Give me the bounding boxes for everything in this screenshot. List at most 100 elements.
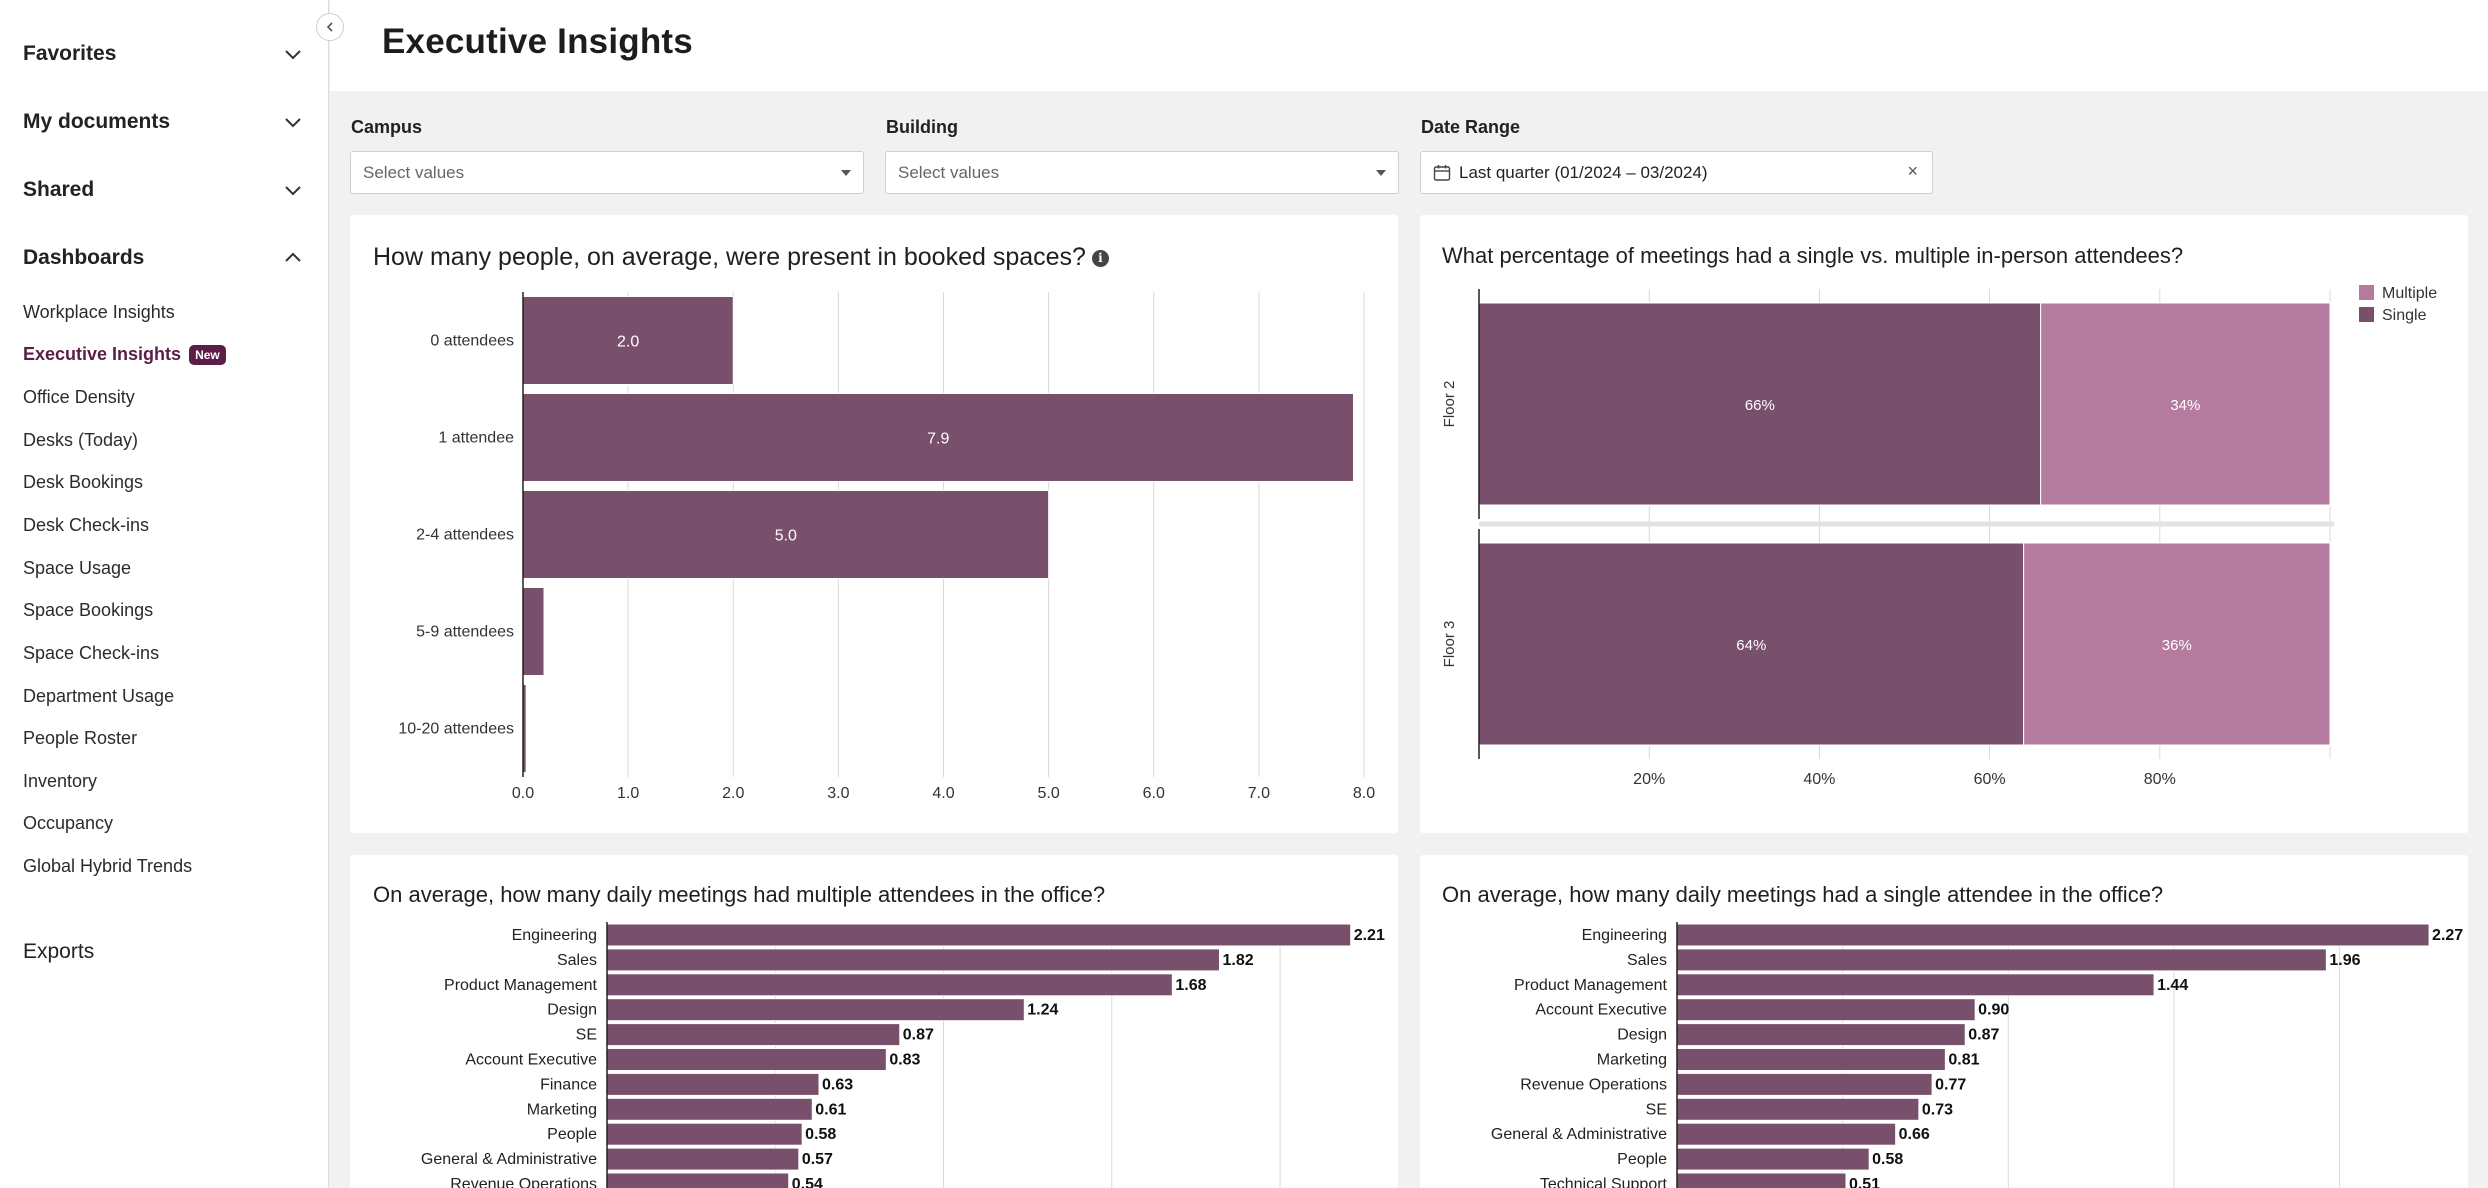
- bar-people: [1676, 1147, 1870, 1171]
- bar-floor-2-single: [1478, 302, 2042, 506]
- category-label: People: [547, 1126, 597, 1143]
- info-icon[interactable]: i: [1091, 249, 1109, 267]
- bar-value-label: 1.82: [1222, 952, 1253, 969]
- collapse-sidebar-button[interactable]: [316, 13, 344, 41]
- sidebar-item-office-density[interactable]: Office Density: [23, 387, 135, 408]
- sidebar-item-occupancy[interactable]: Occupancy: [23, 813, 113, 834]
- x-tick-label: 40%: [1803, 771, 1835, 788]
- sidebar-item-label: Space Bookings: [23, 600, 154, 620]
- sidebar-section-dashboards[interactable]: Dashboards: [23, 246, 303, 270]
- single-vs-multiple-stacked-chart: 20% 40% 60% 80% 66% 34% Floor 2 64% 36% Floor 3 Mu…: [1441, 285, 2437, 788]
- clear-icon[interactable]: ×: [1907, 161, 1918, 181]
- x-tick-label: 1.0: [617, 785, 639, 802]
- bar-value-label: 0.54: [792, 1176, 823, 1188]
- bar-people: [606, 1122, 803, 1146]
- section-label: Dashboards: [23, 246, 145, 269]
- bar-account-executive: [1676, 998, 1976, 1022]
- sidebar-item-global-hybrid-trends[interactable]: Global Hybrid Trends: [23, 856, 192, 877]
- sidebar-item-label: Desk Bookings: [23, 472, 144, 492]
- campus-select[interactable]: Select values: [350, 151, 864, 194]
- bar-floor-3-single: [1478, 542, 2025, 746]
- sidebar-item-label: People Roster: [23, 728, 138, 748]
- x-tick-label: 0.0: [512, 785, 534, 802]
- sidebar: Favorites My documents Shared Dashboards…: [0, 0, 329, 1188]
- multi-attendee-meetings-title: On average, how many daily meetings had …: [373, 882, 1106, 907]
- sidebar-item-desk-bookings[interactable]: Desk Bookings: [23, 472, 143, 493]
- bar-revenue-operations: [606, 1172, 790, 1188]
- date-range-picker[interactable]: Last quarter (01/2024 – 03/2024) ×: [1420, 151, 1933, 194]
- bar-value-label: 2.0: [617, 334, 639, 351]
- bar-value-label: 0.90: [1978, 1002, 2009, 1019]
- bar-value-label: 36%: [2162, 637, 2192, 654]
- bar-5-9-attendees: [522, 587, 545, 676]
- single-attendee-meetings-title: On average, how many daily meetings had …: [1442, 882, 2164, 907]
- date-range-filter-label: Date Range: [1421, 117, 1521, 137]
- category-label: General & Administrative: [421, 1151, 597, 1168]
- chevron-down-icon: [285, 186, 301, 196]
- bar-value-label: 0.73: [1922, 1101, 1953, 1118]
- bar-value-label: 0.83: [889, 1052, 920, 1069]
- sidebar-item-people-roster[interactable]: People Roster: [23, 728, 137, 749]
- sidebar-item-space-bookings[interactable]: Space Bookings: [23, 600, 153, 621]
- legend-swatch-single: [2359, 307, 2374, 322]
- caret-down-icon: [841, 170, 851, 176]
- sidebar-item-executive-insights[interactable]: Executive Insights New: [23, 344, 226, 365]
- attendees-bar-chart: 0.0 1.0 2.0 3.0 4.0 5.0 6.0 7.0 8.0 0 attendees 2.…: [398, 292, 1375, 802]
- bar-sales: [606, 948, 1220, 972]
- bar-product-management: [1676, 973, 2155, 997]
- page-header: Executive Insights: [330, 0, 2488, 91]
- sidebar-section-favorites[interactable]: Favorites: [23, 42, 303, 66]
- category-label: Design: [547, 1002, 597, 1019]
- bar-0-attendees: [522, 296, 734, 385]
- category-label: Account Executive: [465, 1052, 597, 1069]
- campus-select-placeholder: Select values: [363, 162, 465, 182]
- category-label: 2-4 attendees: [416, 527, 514, 544]
- sidebar-item-space-check-ins[interactable]: Space Check-ins: [23, 643, 159, 664]
- sidebar-item-label: Desks (Today): [23, 430, 139, 450]
- category-label: SE: [1646, 1101, 1667, 1118]
- sidebar-item-space-usage[interactable]: Space Usage: [23, 558, 131, 579]
- bar-value-label: 2.27: [2432, 927, 2463, 944]
- bar-value-label: 5.0: [775, 528, 797, 545]
- bar-se: [1676, 1097, 1920, 1121]
- bar-design: [606, 998, 1025, 1022]
- sidebar-section-shared[interactable]: Shared: [23, 178, 303, 202]
- bar-general-administrative: [606, 1147, 800, 1171]
- sidebar-section-exports[interactable]: Exports: [23, 940, 303, 964]
- sidebar-item-desks-today[interactable]: Desks (Today): [23, 430, 138, 451]
- single-attendee-meetings-card: On average, how many daily meetings had …: [1420, 855, 2468, 1188]
- bar-value-label: 7.9: [927, 431, 949, 448]
- sidebar-item-label: Occupancy: [23, 813, 114, 833]
- x-tick-label: 7.0: [1248, 785, 1270, 802]
- bar-value-label: 0.58: [1872, 1151, 1903, 1168]
- bar-value-label: 0.63: [822, 1076, 853, 1093]
- sidebar-item-label: Department Usage: [23, 686, 175, 706]
- building-select[interactable]: Select values: [885, 151, 1399, 194]
- sidebar-item-workplace-insights[interactable]: Workplace Insights: [23, 302, 175, 323]
- bar-technical-support: [1676, 1172, 1847, 1188]
- sidebar-item-label: Space Check-ins: [23, 643, 160, 663]
- campus-filter-label: Campus: [351, 117, 423, 137]
- bar-value-label: 1.96: [2329, 952, 2360, 969]
- building-select-placeholder: Select values: [898, 162, 1000, 182]
- sidebar-item-desk-check-ins[interactable]: Desk Check-ins: [23, 515, 149, 536]
- caret-down-icon: [1376, 170, 1386, 176]
- sidebar-item-inventory[interactable]: Inventory: [23, 771, 97, 792]
- new-badge: New: [189, 344, 226, 365]
- single-vs-multiple-card: What percentage of meetings had a single…: [1420, 215, 2468, 833]
- category-label: People: [1617, 1151, 1667, 1168]
- category-label: Finance: [540, 1076, 597, 1093]
- chevron-down-icon: [285, 50, 301, 60]
- legend-swatch-multiple: [2359, 285, 2374, 300]
- attendees-chart-card: How many people, on average, were presen…: [350, 215, 1398, 833]
- sidebar-section-my-documents[interactable]: My documents: [23, 110, 303, 134]
- x-tick-label: 4.0: [932, 785, 954, 802]
- chevron-left-icon: [326, 22, 333, 32]
- bar-floor-3-multiple: [2023, 542, 2331, 746]
- sidebar-item-label: Workplace Insights: [23, 302, 175, 322]
- bar-marketing: [1676, 1048, 1946, 1071]
- sidebar-item-department-usage[interactable]: Department Usage: [23, 686, 174, 707]
- legend-label: Single: [2382, 307, 2427, 324]
- building-filter-label: Building: [886, 117, 958, 137]
- bar-engineering: [606, 923, 1352, 947]
